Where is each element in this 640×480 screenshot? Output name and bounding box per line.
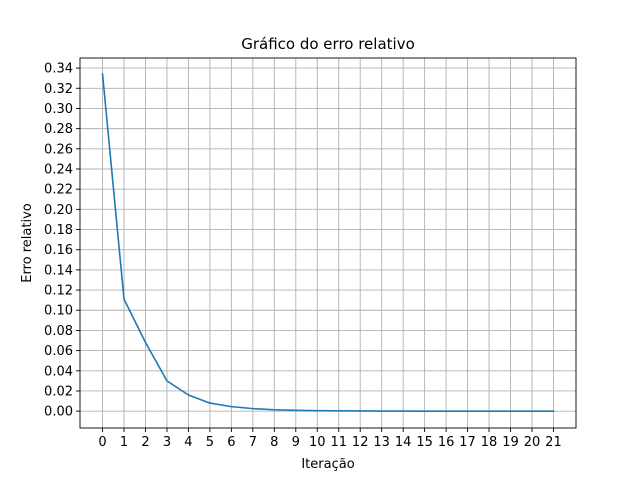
x-tick-label: 17 [459,435,476,450]
plot-frame [79,57,577,429]
x-tick-label: 15 [416,435,433,450]
x-tick-label: 2 [141,435,149,450]
y-axis-label: Erro relativo [20,203,35,283]
x-tick-label: 18 [481,435,498,450]
y-tick-label: 0.06 [44,344,73,359]
y-tick-label: 0.20 [44,203,73,218]
series-line [101,73,555,412]
x-tick-label: 0 [98,435,106,450]
x-tick-label: 11 [330,435,347,450]
x-tick-label: 13 [373,435,390,450]
y-axis: 0.00 0.02 0.04 0.06 0.08 0.10 0.12 0.14 0.16 0.18… [44,62,80,420]
y-tick-label: 0.18 [44,223,73,238]
y-tick-label: 0.04 [44,364,73,379]
y-tick-label: 0.30 [44,102,73,117]
y-tick-label: 0.08 [44,324,73,339]
x-tick-label: 19 [502,435,519,450]
x-axis-label: Iteração [301,457,354,472]
y-tick-label: 0.10 [44,304,73,319]
x-tick-label: 20 [524,435,541,450]
x-tick-label: 6 [227,435,235,450]
x-tick-label: 3 [163,435,171,450]
chart-title: Gráfico do erro relativo [241,35,415,53]
y-tick-label: 0.28 [44,122,73,137]
plot-area [80,58,576,428]
x-tick-label: 16 [438,435,455,450]
y-tick-label: 0.16 [44,243,73,258]
y-tick-label: 0.12 [44,284,73,299]
x-tick-label: 1 [120,435,128,450]
y-tick-label: 0.02 [44,384,73,399]
y-tick-label: 0.26 [44,142,73,157]
x-tick-label: 14 [395,435,412,450]
series-group [101,73,555,412]
y-tick-label: 0.22 [44,183,73,198]
y-tick-label: 0.34 [44,62,73,77]
x-tick-label: 10 [309,435,326,450]
x-tick-label: 5 [206,435,214,450]
x-tick-label: 21 [545,435,562,450]
y-tick-label: 0.14 [44,263,73,278]
grid-lines [80,58,576,428]
x-tick-label: 8 [270,435,278,450]
x-tick-label: 7 [249,435,257,450]
x-axis: 0 1 2 3 4 5 6 7 8 9 10 11 12 13 14 15 16 17 18 19 20 21 [98,428,562,450]
x-tick-label: 12 [352,435,369,450]
y-tick-label: 0.24 [44,162,73,177]
y-tick-label: 0.00 [44,405,73,420]
x-tick-label: 4 [184,435,192,450]
y-tick-label: 0.32 [44,82,73,97]
x-tick-label: 9 [292,435,300,450]
